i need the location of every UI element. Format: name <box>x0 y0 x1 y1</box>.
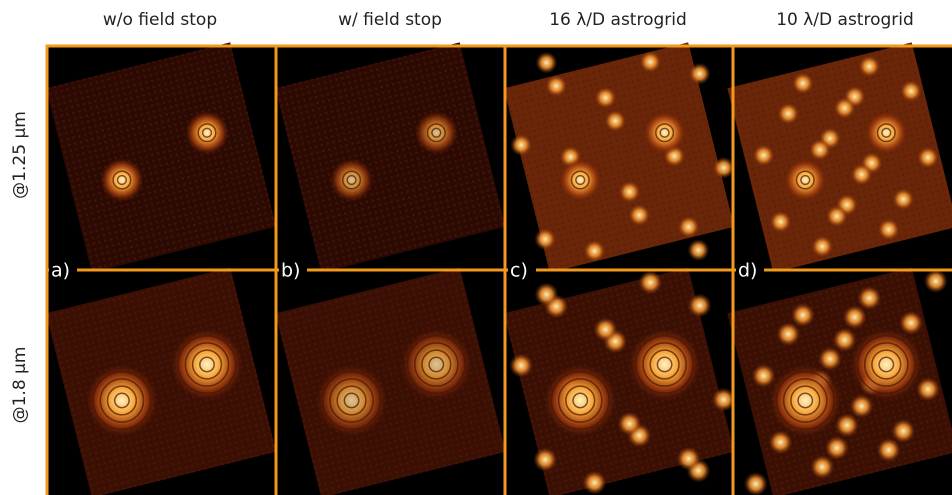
satellite-spot <box>639 51 661 73</box>
satellite-spot <box>752 364 776 388</box>
satellite-spot <box>899 311 923 335</box>
satellite-spot <box>878 218 900 240</box>
row-label: @1.8 µm <box>10 347 30 424</box>
image-panel <box>504 42 735 272</box>
column-title: w/ field stop <box>338 10 442 30</box>
satellite-spot <box>770 211 792 233</box>
figure: a) b) c) d) w/o field stop w/ field stop 16… <box>0 0 952 495</box>
satellite-spot <box>638 270 662 294</box>
star-psf <box>400 329 472 401</box>
panel-label: a) <box>51 260 70 282</box>
satellite-spot <box>891 419 915 443</box>
image-panel <box>46 42 276 272</box>
satellite-spot <box>753 144 775 166</box>
satellite-spot <box>545 75 567 97</box>
satellite-spot <box>509 353 533 377</box>
satellite-spot <box>604 110 626 132</box>
satellite-spot <box>769 430 793 454</box>
satellite-spot <box>619 181 641 203</box>
satellite-spot <box>744 472 768 495</box>
satellite-spot <box>618 412 642 436</box>
star-psf <box>783 158 827 202</box>
satellite-spot <box>677 447 701 471</box>
satellite-spot <box>533 448 557 472</box>
satellite-spot <box>917 146 939 168</box>
star-psf <box>100 158 144 202</box>
star-psf <box>185 111 229 155</box>
star-psf <box>414 111 458 155</box>
satellite-spot <box>833 328 857 352</box>
image-panel <box>46 267 276 495</box>
satellite-spot <box>792 72 814 94</box>
star-psf <box>330 158 374 202</box>
panel-label: b) <box>281 260 300 282</box>
star-psf <box>864 111 908 155</box>
star-psf <box>643 111 687 155</box>
satellite-spot <box>851 163 873 185</box>
star-psf <box>544 365 616 437</box>
satellite-spot <box>809 139 831 161</box>
column-title: w/o field stop <box>103 10 217 30</box>
satellite-spot <box>584 240 606 262</box>
satellite-spot <box>534 282 558 306</box>
star-psf <box>316 365 388 437</box>
star-psf <box>629 329 701 401</box>
satellite-spot <box>594 317 618 341</box>
row-label: @1.25 µm <box>10 111 30 199</box>
column-title: 16 λ/D astrogrid <box>549 10 687 30</box>
star-psf <box>171 329 243 401</box>
satellite-spot <box>900 80 922 102</box>
star-psf <box>850 329 922 401</box>
satellite-spot <box>843 305 867 329</box>
satellite-spot <box>510 134 532 156</box>
image-panel <box>727 267 952 495</box>
satellite-spot <box>892 188 914 210</box>
image-panel <box>275 267 505 495</box>
satellite-spot <box>818 347 842 371</box>
satellite-spot <box>688 293 712 317</box>
satellite-spot <box>810 455 834 479</box>
satellite-spot <box>583 471 607 495</box>
satellite-spot <box>877 438 901 462</box>
satellite-spot <box>825 436 849 460</box>
panel-label: c) <box>510 260 528 282</box>
satellite-spot <box>924 269 948 293</box>
satellite-spot <box>916 377 940 401</box>
satellite-spot <box>850 394 874 418</box>
image-panel <box>727 42 952 272</box>
star-psf <box>558 158 602 202</box>
panel-label: d) <box>738 260 757 282</box>
satellite-spot <box>689 63 711 85</box>
satellite-spot <box>857 286 881 310</box>
column-title: 10 λ/D astrogrid <box>776 10 914 30</box>
satellite-spot <box>835 413 859 437</box>
satellite-spot <box>713 157 735 179</box>
satellite-spot <box>834 97 856 119</box>
satellite-spot <box>628 204 650 226</box>
star-psf <box>769 365 841 437</box>
satellite-spot <box>678 216 700 238</box>
satellite-spot <box>858 55 880 77</box>
satellite-spot <box>687 239 709 261</box>
star-psf <box>86 365 158 437</box>
satellite-spot <box>777 103 799 125</box>
satellite-spot <box>811 235 833 257</box>
satellite-spot <box>595 87 617 109</box>
satellite-spot <box>776 322 800 346</box>
image-panel <box>504 267 736 495</box>
satellite-spot <box>534 228 556 250</box>
satellite-spot <box>791 303 815 327</box>
satellite-spot <box>826 205 848 227</box>
image-panel <box>275 42 505 272</box>
satellite-spot <box>535 52 557 74</box>
